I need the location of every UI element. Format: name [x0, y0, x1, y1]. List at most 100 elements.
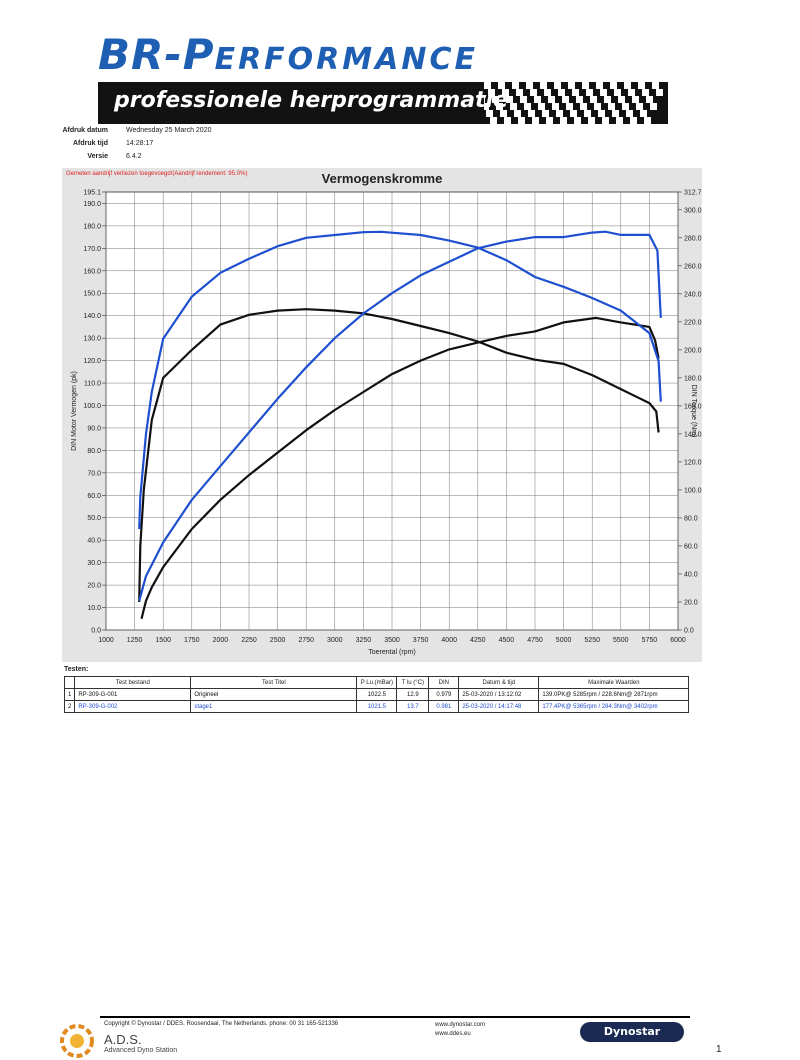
y2-tick-label: 100.0: [684, 487, 702, 494]
x-tick-label: 4250: [470, 637, 486, 644]
logo-banner: professionele herprogrammatie: [98, 82, 668, 124]
y-tick-label: 170.0: [83, 246, 101, 253]
y-tick-label: 20.0: [87, 583, 101, 590]
y-tick-label: 130.0: [83, 336, 101, 343]
x-tick-label: 2000: [213, 637, 229, 644]
x-tick-label: 3000: [327, 637, 343, 644]
tests-header-row: Test bestand Test Titel P Lu.(mBar) T lu…: [63, 676, 690, 689]
test-din: 0.979: [428, 688, 460, 701]
test-file: RP-309-G-001: [74, 688, 192, 701]
series-line-origineel-torque: [138, 308, 660, 603]
x-tick-label: 5000: [556, 637, 572, 644]
series-line-origineel-power: [140, 316, 660, 620]
tests-table: Test bestand Test Titel P Lu.(mBar) T lu…: [63, 676, 690, 713]
ads-sun-logo-icon: [60, 1024, 94, 1058]
y2-tick-label: 200.0: [684, 347, 702, 354]
meta-label-version: Versie: [87, 153, 108, 160]
company-logo: BR-PERFORMANCE: [98, 30, 478, 79]
x-tick-label: 4500: [499, 637, 515, 644]
y-tick-label: 80.0: [87, 448, 101, 455]
y-tick-label: 100.0: [83, 403, 101, 410]
y2-tick-label: 80.0: [684, 515, 698, 522]
y-tick-label: 10.0: [87, 605, 101, 612]
y-axis-label: DIN Motor Vermogen (pk): [71, 371, 78, 451]
y-tick-label: 120.0: [83, 358, 101, 365]
footer-divider: [100, 1016, 690, 1018]
y-tick-label: 150.0: [83, 291, 101, 298]
ads-subtitle: Advanced Dyno Station: [104, 1047, 178, 1054]
x-tick-label: 5750: [642, 637, 658, 644]
meta-value-print-time: 14:28:17: [126, 140, 154, 147]
chart-title: Vermogenskromme: [321, 171, 443, 186]
y-tick-label: 180.0: [83, 223, 101, 230]
tests-label: Testen:: [64, 666, 89, 673]
y-tick-label: 90.0: [87, 425, 101, 432]
test-pressure: 1021.5: [356, 700, 398, 713]
table-row: 2 RP-309-G-002 stage1 1021.5 13.7 0.981 …: [63, 700, 690, 713]
y-tick-label: 190.0: [83, 201, 101, 208]
y-tick-label: 50.0: [87, 515, 101, 522]
x-tick-label: 2250: [241, 637, 257, 644]
x-tick-label: 5250: [584, 637, 600, 644]
test-max: 177.4PK@ 5365rpm / 284.3Nm@ 3402rpm: [538, 700, 690, 713]
y2-tick-label: 260.0: [684, 263, 702, 270]
x-tick-label: 5500: [613, 637, 629, 644]
y2-tick-label: 140.0: [684, 431, 702, 438]
checkered-flag-icon: [484, 82, 663, 124]
test-title: stage1: [190, 700, 358, 713]
chart-note: Gemeten aandrijf verliezen toegevoegd/(A…: [66, 171, 248, 177]
footer-copyright: Copyright © Dynostar / DDES. Roosendaal,…: [104, 1021, 339, 1027]
x-tick-label: 2500: [270, 637, 286, 644]
logo-tagline: professionele herprogrammatie: [114, 88, 509, 113]
footer-web-ddes[interactable]: www.ddes.eu: [435, 1031, 471, 1037]
y2-tick-label: 0.0: [684, 628, 694, 635]
tests-header-temp: T lu (°C): [396, 676, 430, 689]
y2-tick-label: 312.7: [684, 190, 702, 197]
table-row: 1 RP-309-G-001 Origineel 1022.5 12.9 0.9…: [63, 688, 690, 701]
x-tick-label: 1750: [184, 637, 200, 644]
test-title: Origineel: [190, 688, 358, 701]
y2-tick-label: 120.0: [684, 459, 702, 466]
test-din: 0.981: [428, 700, 460, 713]
x-tick-label: 4000: [441, 637, 457, 644]
y2-tick-label: 220.0: [684, 319, 702, 326]
y-tick-label: 70.0: [87, 470, 101, 477]
y-tick-label: 60.0: [87, 493, 101, 500]
logo-main: BR-P: [98, 30, 215, 79]
y-tick-label: 110.0: [84, 381, 101, 388]
y-tick-label: 30.0: [87, 560, 101, 567]
footer-web-dynostar[interactable]: www.dynostar.com: [435, 1022, 486, 1028]
test-index: 1: [63, 688, 76, 701]
x-tick-label: 1000: [98, 637, 114, 644]
x-tick-label: 2750: [298, 637, 314, 644]
chart-panel: Gemeten aandrijf verliezen toegevoegd/(A…: [62, 168, 702, 662]
y-tick-label: 40.0: [87, 538, 101, 545]
page-number: 1: [716, 1044, 722, 1055]
series-line-stage1-power: [138, 230, 662, 602]
x-axis-label: Toerental (rpm): [368, 649, 415, 656]
x-tick-label: 6000: [670, 637, 686, 644]
x-tick-label: 1250: [127, 637, 143, 644]
y2-tick-label: 300.0: [684, 207, 702, 214]
test-max: 139.0PK@ 5285rpm / 228.6Nm@ 2871rpm: [538, 688, 690, 701]
tests-header-pressure: P Lu.(mBar): [356, 676, 398, 689]
test-datetime: 25-03-2020 / 14:17:48: [458, 700, 540, 713]
x-tick-label: 4750: [527, 637, 543, 644]
meta-label-print-date: Afdruk datum: [62, 127, 109, 134]
y2-tick-label: 280.0: [684, 235, 702, 242]
y-tick-label: 195.1: [83, 190, 101, 197]
meta-label-print-time: Afdruk tijd: [73, 140, 108, 147]
logo-rest: ERFORMANCE: [214, 42, 478, 77]
x-tick-label: 1500: [155, 637, 171, 644]
test-datetime: 25-03-2020 / 13:12:02: [458, 688, 540, 701]
tests-header-index: [63, 676, 76, 689]
x-tick-label: 3750: [413, 637, 429, 644]
power-torque-chart: 1000 1250 1500 1750 2000 2250 2500 2750 3000 3250…: [71, 190, 702, 657]
tests-header-file: Test bestand: [74, 676, 192, 689]
test-temp: 13.7: [396, 700, 430, 713]
y2-tick-label: 20.0: [684, 599, 698, 606]
test-pressure: 1022.5: [356, 688, 398, 701]
x-tick-label: 3500: [384, 637, 400, 644]
dynostar-logo: Dynostar: [580, 1022, 684, 1042]
test-temp: 12.9: [396, 688, 430, 701]
